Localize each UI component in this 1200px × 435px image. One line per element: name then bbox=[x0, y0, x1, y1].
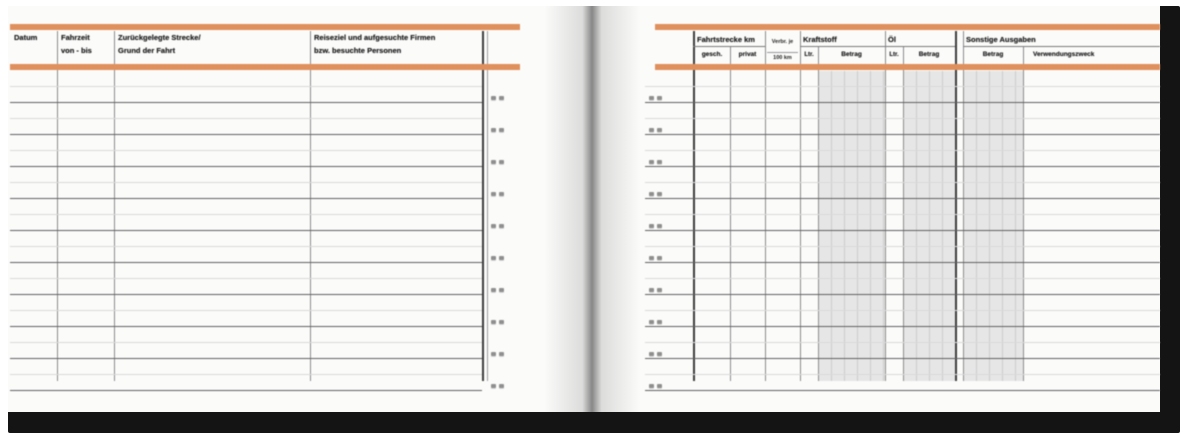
row-entry-marks bbox=[649, 320, 662, 324]
table-row bbox=[10, 359, 504, 391]
row-entry-marks bbox=[649, 160, 662, 164]
sub-header-verwendungszweck: Verwendungszweck bbox=[1033, 51, 1095, 58]
sub-header-fuel-ltr: Ltr. bbox=[804, 52, 814, 58]
table-row bbox=[10, 103, 504, 135]
sub-header-other-betrag: Betrag bbox=[982, 51, 1004, 58]
sub-header-gesch: gesch. bbox=[701, 51, 723, 58]
column-header-reiseziel-line1: Reiseziel und aufgesuchte Firmen bbox=[314, 33, 436, 42]
tiny-header-consumption-line2: 100 km bbox=[773, 55, 792, 61]
group-header-distance: Fahrtstrecke km bbox=[697, 35, 755, 44]
row-entry-marks bbox=[491, 96, 504, 100]
row-entry-marks bbox=[491, 160, 504, 164]
group-divider bbox=[800, 31, 801, 381]
column-header-reiseziel-line2: bzw. besuchte Personen bbox=[314, 46, 402, 55]
row-entry-marks bbox=[491, 224, 504, 228]
group-underline-distance bbox=[693, 46, 765, 47]
right-table-body bbox=[645, 71, 1160, 391]
group-header-oil: Öl bbox=[888, 35, 896, 44]
row-entry-marks bbox=[491, 288, 504, 292]
group-divider bbox=[885, 31, 886, 381]
column-divider bbox=[114, 31, 115, 381]
accent-bar-top-right bbox=[655, 24, 1160, 30]
row-entry-marks bbox=[649, 352, 662, 356]
sub-divider-ltr-betrag bbox=[903, 46, 904, 381]
table-row bbox=[10, 231, 504, 263]
sub-divider-betrag-zweck bbox=[1023, 46, 1024, 381]
left-table-body bbox=[10, 71, 504, 391]
row-entry-marks bbox=[491, 128, 504, 132]
group-header-fuel: Kraftstoff bbox=[803, 35, 837, 44]
row-entry-marks bbox=[649, 128, 662, 132]
row-entry-marks bbox=[649, 384, 662, 388]
tiny-column-midline bbox=[767, 52, 798, 53]
sub-header-privat: privat bbox=[738, 51, 757, 58]
group-underline-fuel bbox=[800, 46, 885, 47]
column-header-strecke-line2: Grund der Fahrt bbox=[118, 46, 176, 55]
sub-header-fuel-betrag: Betrag bbox=[841, 51, 862, 58]
row-entry-marks bbox=[649, 192, 662, 196]
column-header-fahrzeit-line1: Fahrzeit bbox=[61, 33, 90, 42]
table-row bbox=[645, 263, 1160, 295]
logbook-left-page: Datum Fahrzeit von - bis Zurückgelegte S… bbox=[8, 6, 589, 412]
table-row bbox=[645, 135, 1160, 167]
table-row bbox=[10, 199, 504, 231]
table-row bbox=[645, 295, 1160, 327]
column-header-strecke-line1: Zurückgelegte Strecke/ bbox=[118, 33, 201, 42]
table-row bbox=[10, 135, 504, 167]
row-entry-marks bbox=[649, 256, 662, 260]
table-row bbox=[10, 295, 504, 327]
accent-bar-header-bottom-right bbox=[655, 64, 1160, 70]
sub-header-oil-ltr: Ltr. bbox=[889, 52, 899, 58]
column-divider bbox=[487, 31, 488, 381]
row-entry-marks bbox=[649, 224, 662, 228]
row-entry-marks bbox=[491, 192, 504, 196]
column-divider bbox=[57, 31, 58, 381]
table-row bbox=[645, 103, 1160, 135]
table-row bbox=[10, 327, 504, 359]
shaded-betrag-oel bbox=[903, 71, 955, 381]
table-row bbox=[10, 167, 504, 199]
column-header-fahrzeit-line2: von - bis bbox=[61, 46, 92, 55]
tiny-header-consumption-line1: Verbr. je bbox=[771, 39, 794, 45]
grid-left-edge-thick bbox=[693, 31, 695, 381]
table-row bbox=[645, 327, 1160, 359]
table-row bbox=[645, 359, 1160, 391]
row-entry-marks bbox=[491, 384, 504, 388]
row-entry-marks bbox=[491, 352, 504, 356]
sub-header-oil-betrag: Betrag bbox=[918, 51, 940, 58]
row-entry-marks bbox=[649, 288, 662, 292]
sub-divider-ltr-betrag bbox=[818, 46, 819, 381]
table-row bbox=[645, 199, 1160, 231]
group-divider bbox=[963, 31, 964, 381]
shaded-betrag-kraftstoff bbox=[818, 71, 885, 381]
group-divider bbox=[765, 31, 766, 381]
table-row bbox=[10, 263, 504, 295]
accent-bar-header-bottom-left bbox=[10, 64, 520, 70]
sub-divider-gesch-privat bbox=[730, 46, 731, 381]
column-header-datum: Datum bbox=[14, 33, 38, 42]
group-header-other: Sonstige Ausgaben bbox=[966, 35, 1036, 44]
group-underline-oil bbox=[885, 46, 955, 47]
accent-bar-top-left bbox=[10, 24, 520, 30]
table-row bbox=[645, 167, 1160, 199]
shaded-betrag-sonstige bbox=[963, 71, 1023, 381]
group-underline-other bbox=[963, 46, 1160, 47]
row-entry-marks bbox=[649, 96, 662, 100]
group-divider-thick bbox=[955, 31, 957, 381]
row-entry-marks bbox=[491, 320, 504, 324]
table-row bbox=[645, 231, 1160, 263]
table-row bbox=[10, 71, 504, 103]
logbook-right-page: Fahrtstrecke km gesch. privat Verbr. je … bbox=[589, 6, 1160, 412]
column-divider-thick bbox=[482, 31, 484, 381]
table-row bbox=[645, 71, 1160, 103]
row-entry-marks bbox=[491, 256, 504, 260]
column-divider bbox=[310, 31, 311, 381]
